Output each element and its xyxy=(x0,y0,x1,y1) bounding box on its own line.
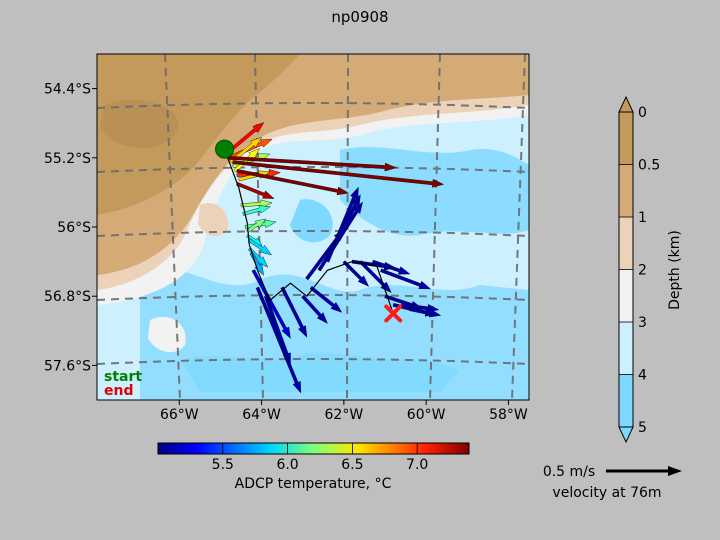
depth-colorbar-bottom-cap xyxy=(618,426,634,444)
depth-band xyxy=(619,374,633,427)
temperature-tick-label: 6.0 xyxy=(276,457,298,473)
depth-tick-label: 4 xyxy=(638,368,647,384)
temperature-tick-label: 7.0 xyxy=(406,457,428,473)
depth-colorbar: 0 0.5 1 2 3 4 5 Depth (km) xyxy=(618,95,683,444)
velocity-vector xyxy=(325,186,359,263)
depth-band xyxy=(619,217,633,270)
temperature-tick-label: 5.5 xyxy=(212,457,234,473)
velocity-vectors xyxy=(225,122,445,394)
velocity-scale-arrowhead xyxy=(668,466,682,476)
legend-start-label: start xyxy=(104,369,142,385)
depth-tick-label: 5 xyxy=(638,420,647,436)
ship-track xyxy=(223,148,394,314)
velocity-vector xyxy=(380,268,432,290)
velocity-vector xyxy=(400,303,440,313)
depth-tick-label: 0 xyxy=(638,105,647,121)
depth-tick-label: 0.5 xyxy=(638,158,660,174)
velocity-vector xyxy=(333,194,361,246)
deepest-water-south xyxy=(180,353,460,392)
chart-title: np0908 xyxy=(331,8,388,26)
depth-band xyxy=(619,269,633,322)
depth-tick-label: 3 xyxy=(638,315,647,331)
y-tick-label: 54.4°S xyxy=(44,82,91,98)
temperature-colorbar-label: ADCP temperature, °C xyxy=(235,476,392,492)
x-tick-label: 64°W xyxy=(242,407,281,423)
x-tick-label: 60°W xyxy=(407,407,446,423)
y-tick-label: 55.2°S xyxy=(44,151,91,167)
velocity-vector xyxy=(255,286,302,394)
velocity-scale: 0.5 m/s velocity at 76m xyxy=(543,464,682,501)
velocity-vector xyxy=(232,160,445,188)
start-marker xyxy=(215,139,235,159)
velocity-vector xyxy=(248,238,272,256)
land-island xyxy=(100,99,179,149)
y-tick-label: 56°S xyxy=(57,220,91,236)
legend-end-label: end xyxy=(104,383,133,399)
y-tick-label: 57.6°S xyxy=(44,358,91,374)
y-axis-ticks: 54.4°S 55.2°S 56°S 56.8°S 57.6°S xyxy=(44,82,97,374)
velocity-vector xyxy=(236,182,275,199)
velocity-scale-label: 0.5 m/s xyxy=(543,464,595,480)
temperature-colorbar-gradient xyxy=(157,442,470,455)
map-panel: start end xyxy=(97,54,529,400)
depth-band xyxy=(619,112,633,165)
land-dark xyxy=(97,54,300,215)
velocity-vector xyxy=(301,294,328,324)
velocity-vector xyxy=(409,307,442,318)
depth-colorbar-ticks: 0 0.5 1 2 3 4 5 xyxy=(619,105,660,436)
velocity-vector xyxy=(309,286,343,313)
velocity-vector xyxy=(242,205,271,216)
velocity-vector xyxy=(280,286,308,338)
velocity-vector xyxy=(371,259,411,275)
velocity-vector xyxy=(236,168,350,196)
depth-tick-label: 2 xyxy=(638,263,647,279)
depth-band xyxy=(619,322,633,375)
shelf-patch xyxy=(198,202,229,236)
velocity-vector xyxy=(263,295,291,365)
x-axis-ticks: 66°W 64°W 62°W 60°W 58°W xyxy=(160,400,528,423)
x-tick-label: 62°W xyxy=(325,407,364,423)
temperature-colorbar: 5.5 6.0 6.5 7.0 ADCP temperature, °C xyxy=(157,442,470,492)
x-tick-label: 66°W xyxy=(160,407,199,423)
temperature-colorbar-ticks: 5.5 6.0 6.5 7.0 xyxy=(212,443,428,473)
end-marker xyxy=(384,304,403,323)
depth-colorbar-top-cap xyxy=(618,95,634,113)
depth-band xyxy=(619,164,633,217)
depth-colorbar-label: Depth (km) xyxy=(667,230,683,310)
depth-tick-label: 1 xyxy=(638,210,647,226)
y-tick-label: 56.8°S xyxy=(44,289,91,305)
temperature-tick-label: 6.5 xyxy=(341,457,363,473)
velocity-vector xyxy=(228,155,397,172)
x-tick-label: 58°W xyxy=(489,407,528,423)
velocity-vector xyxy=(251,269,291,339)
velocity-scale-caption: velocity at 76m xyxy=(552,485,661,501)
